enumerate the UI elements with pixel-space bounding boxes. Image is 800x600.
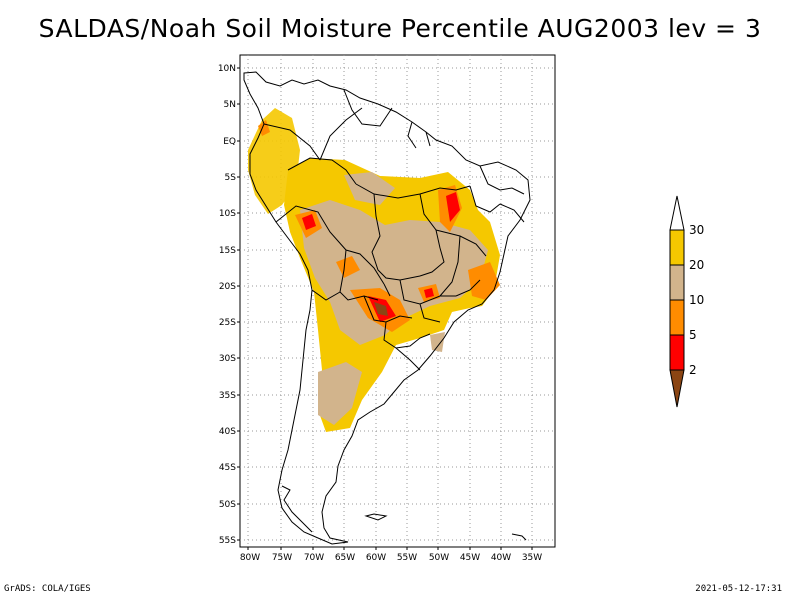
lat-tick-label: 45S xyxy=(219,463,236,473)
lat-tick-label: 35S xyxy=(219,391,236,401)
legend-label: 20 xyxy=(689,258,704,272)
lon-tick-label: 50W xyxy=(429,553,449,563)
lon-tick-label: 60W xyxy=(366,553,386,563)
footer-credit: GrADS: COLA/IGES xyxy=(4,584,91,594)
legend-label: 30 xyxy=(689,223,704,237)
lat-axis-labels: 10N 5N EQ 5S 10S 15S 20S 25S 30S 35S 40S… xyxy=(218,64,236,546)
lat-tick-label: 30S xyxy=(219,354,236,364)
lat-tick-label: 50S xyxy=(219,500,236,510)
legend-label: 5 xyxy=(689,328,697,342)
lat-tick-label: 5N xyxy=(224,100,236,110)
legend-label: 10 xyxy=(689,293,704,307)
lat-tick-label: 55S xyxy=(219,536,236,546)
color-bar: 30 20 10 5 2 xyxy=(669,195,704,408)
lon-axis-ticks xyxy=(247,547,533,550)
color-bar-segment-2-5 xyxy=(669,334,685,371)
color-bar-bottom-arrow xyxy=(669,369,685,408)
footer-timestamp: 2021-05-12-17:31 xyxy=(695,584,782,594)
lon-tick-label: 35W xyxy=(522,553,542,563)
lon-tick-label: 40W xyxy=(491,553,511,563)
color-bar-segment-10-20 xyxy=(669,264,685,301)
lat-tick-label: 25S xyxy=(219,318,236,328)
lon-tick-label: 65W xyxy=(335,553,355,563)
lon-tick-label: 80W xyxy=(240,553,260,563)
lat-tick-label: EQ xyxy=(223,137,236,147)
lat-tick-label: 40S xyxy=(219,427,236,437)
color-bar-top-arrow xyxy=(669,195,685,231)
color-bar-segment-5-10 xyxy=(669,299,685,336)
color-bar-segment-20-30 xyxy=(669,229,685,266)
lon-tick-label: 70W xyxy=(304,553,324,563)
map-title: SALDAS/Noah Soil Moisture Percentile AUG… xyxy=(38,14,762,43)
lat-tick-label: 5S xyxy=(225,173,237,183)
lat-tick-label: 15S xyxy=(219,246,236,256)
lon-tick-label: 45W xyxy=(460,553,480,563)
lat-tick-label: 10N xyxy=(218,64,236,74)
lon-axis-labels: 80W 75W 70W 65W 60W 55W 50W 45W 40W 35W xyxy=(240,553,542,563)
lon-tick-label: 75W xyxy=(272,553,292,563)
legend-label: 2 xyxy=(689,363,697,377)
lat-tick-label: 10S xyxy=(219,209,236,219)
map-outlines xyxy=(243,71,531,545)
lat-tick-label: 20S xyxy=(219,282,236,292)
lat-axis-ticks xyxy=(237,67,240,541)
lon-tick-label: 55W xyxy=(397,553,417,563)
